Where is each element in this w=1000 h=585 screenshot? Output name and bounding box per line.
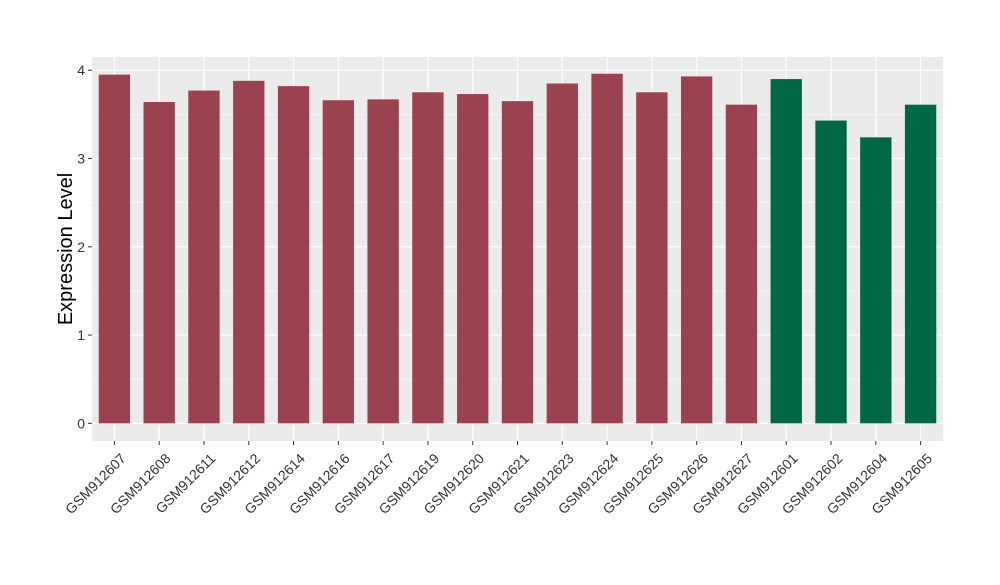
y-tick-label: 4 (77, 62, 85, 78)
bar-GSM912611 (188, 90, 220, 424)
y-tick-label: 0 (77, 415, 85, 431)
y-tick-label: 2 (77, 239, 85, 255)
bar-GSM912620 (457, 94, 489, 424)
bar-GSM912605 (904, 104, 937, 424)
y-tick-label: 3 (77, 151, 85, 167)
bar-GSM912604 (860, 137, 892, 424)
bar-GSM912602 (815, 120, 847, 424)
bar-GSM912614 (277, 86, 310, 424)
bar-GSM912612 (233, 80, 265, 424)
bar-GSM912617 (367, 99, 399, 424)
bar-GSM912625 (636, 92, 668, 424)
y-tick-label: 1 (77, 327, 85, 343)
bar-GSM912623 (546, 83, 578, 424)
bar-GSM912619 (412, 92, 444, 424)
bar-GSM912601 (770, 79, 802, 424)
bar-GSM912608 (143, 102, 175, 424)
bars-layer (98, 73, 937, 424)
bar-GSM912627 (725, 104, 758, 424)
x-axis: GSM912607GSM912608GSM912611GSM912612GSM9… (62, 441, 935, 517)
y-axis: 0 1 2 3 4 (77, 62, 92, 431)
bar-GSM912626 (680, 76, 713, 424)
y-axis-title: Expression Level (55, 173, 77, 325)
bar-GSM912616 (322, 100, 355, 424)
bar-GSM912624 (591, 73, 623, 424)
bar-GSM912621 (501, 101, 534, 424)
bar-GSM912607 (98, 74, 131, 424)
